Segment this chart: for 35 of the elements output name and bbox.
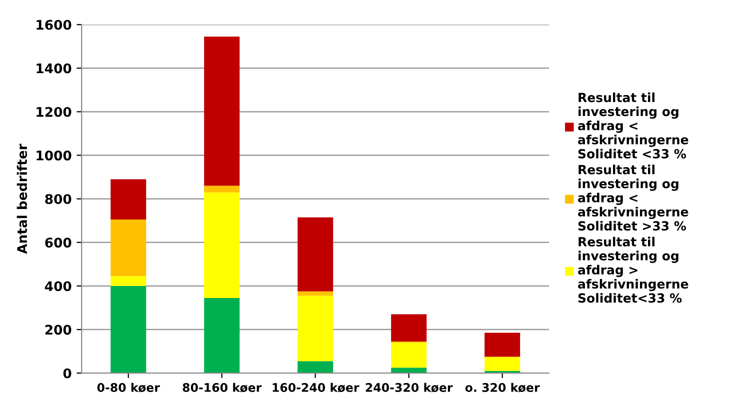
x-tick-label: 0-80 køer <box>97 382 160 392</box>
legend-label: Resultat til investering og afdrag < afskrivningerne Soliditet <33 % <box>578 92 688 158</box>
bar <box>298 296 334 362</box>
bar <box>391 368 427 374</box>
bar <box>110 286 146 374</box>
bar <box>391 314 427 342</box>
bar <box>204 192 240 298</box>
y-tick-label: 0 <box>63 368 72 378</box>
bar <box>484 356 520 371</box>
legend-label: Resultat til investering og afdrag > afskrivningerne Soliditet<33 % <box>578 236 688 303</box>
y-tick-label: 1200 <box>36 106 72 117</box>
bar <box>204 36 240 186</box>
y-tick-label: 1600 <box>36 20 72 30</box>
bar <box>110 179 146 220</box>
y-tick-label: 800 <box>45 194 72 204</box>
y-tick-label: 400 <box>44 281 72 292</box>
y-axis-title: Antal bedrifter <box>16 144 28 254</box>
x-tick-label: o. 320 køer <box>465 382 540 392</box>
bar <box>484 332 520 357</box>
legend-label: Resultat til investering og afdrag < afskrivningerne Soliditet >33 % <box>578 164 688 231</box>
bar <box>110 220 146 276</box>
y-tick-label: 600 <box>45 238 72 248</box>
x-tick-label: 160-240 køer <box>272 382 360 392</box>
bar <box>298 291 334 296</box>
y-tick-label: 1400 <box>36 63 72 74</box>
y-tick-label: 1000 <box>36 150 72 160</box>
x-tick-label: 240-320 køer <box>366 382 453 392</box>
y-tick-label: 200 <box>45 324 72 335</box>
bar <box>110 276 146 286</box>
bar <box>204 298 240 374</box>
bar <box>204 186 240 192</box>
bar <box>298 361 334 374</box>
bar <box>391 342 427 368</box>
bar <box>298 217 334 292</box>
x-tick-label: 80-160 køer <box>182 382 262 392</box>
